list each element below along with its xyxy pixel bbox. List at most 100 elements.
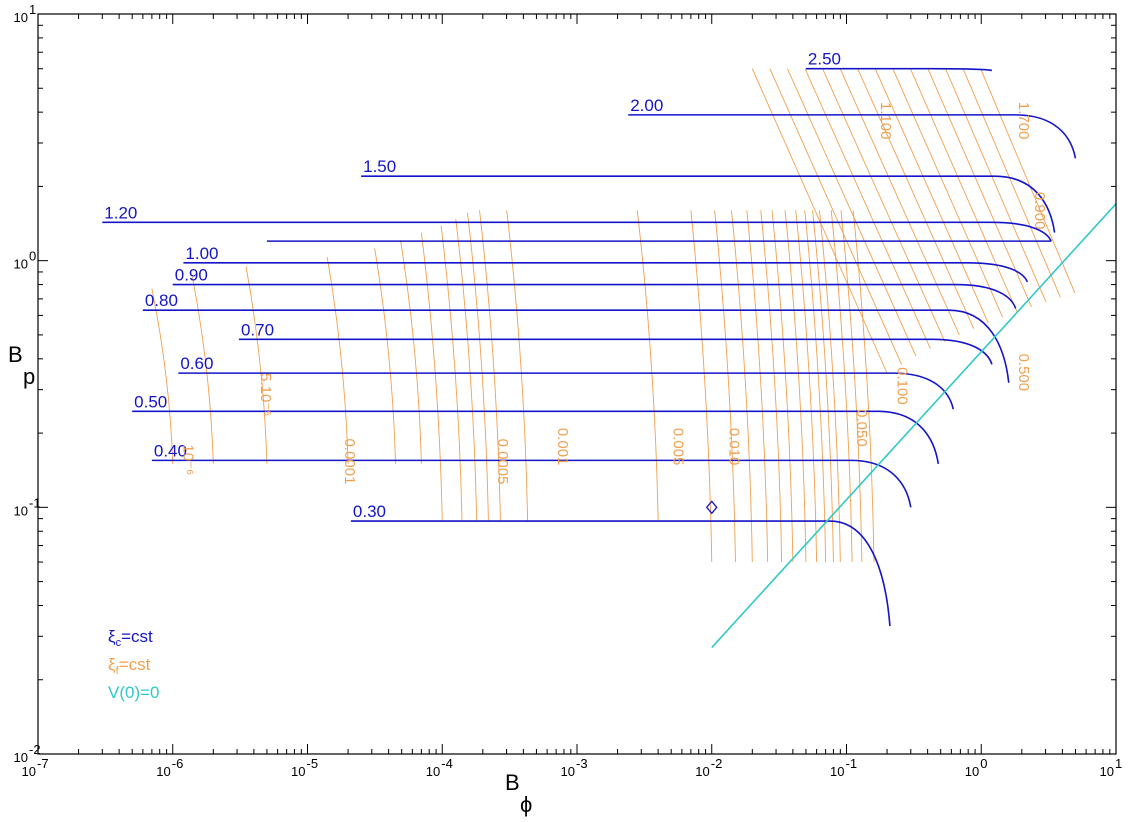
xi-c-label: 2.50 [808, 50, 841, 69]
y-tick-exponent: 1 [29, 2, 36, 17]
xi-f-label: 0.005 [669, 428, 686, 466]
xi-f-contours [151, 68, 1076, 563]
xi-f-curve [874, 68, 989, 323]
xi-c-label: 0.90 [175, 266, 208, 285]
x-tick-exponent: -6 [172, 756, 184, 771]
xi-f-curve [690, 210, 713, 563]
xi-c-label: 2.00 [630, 96, 663, 115]
xi-f-curve [769, 68, 902, 365]
xi-f-curve [714, 210, 736, 563]
xi-f-curve [819, 210, 841, 563]
xi-f-curve [400, 240, 422, 464]
y-tick-label: 10 [14, 750, 28, 765]
xi-f-curve [909, 68, 1018, 313]
xi-f-curve [852, 210, 875, 563]
xi-c-curve [238, 338, 993, 365]
xi-f-label: 1.700 [1015, 102, 1032, 140]
x-tick-exponent: 1 [1115, 756, 1122, 771]
xi-f-label: 0.010 [725, 428, 742, 466]
xi-f-curve [245, 266, 268, 464]
xi-c-curve [172, 283, 1017, 309]
xi-f-label: 5.10⁻⁵ [257, 373, 274, 416]
xi-f-curve [784, 210, 807, 563]
v0-curve [711, 203, 1117, 649]
xi-f-curve [804, 210, 827, 563]
x-tick-exponent: -2 [711, 756, 723, 771]
y-tick-exponent: -1 [29, 495, 41, 510]
y-tick-label: 10 [14, 10, 28, 25]
x-axis-label: B [505, 770, 520, 795]
xi-f-curve [787, 68, 917, 357]
x-tick-label: 10 [561, 764, 575, 779]
xi-f-label: 0.050 [853, 409, 870, 447]
xi-c-curve [350, 520, 891, 627]
xi-f-curve [479, 210, 501, 522]
xi-c-contours [102, 67, 1077, 627]
y-tick-label: 10 [14, 257, 28, 272]
legend-entry: ξf=cst [108, 655, 151, 677]
plot-frame [37, 13, 1117, 755]
xi-f-curve [730, 210, 753, 563]
xi-f-curve [892, 68, 1004, 318]
xi-f-curve [751, 68, 888, 374]
xi-f-curve [636, 210, 659, 522]
xi-f-curve [151, 288, 174, 464]
xi-f-curve [760, 210, 783, 563]
xi-c-label: 0.40 [154, 441, 187, 460]
x-axis-label-sub: ϕ [520, 792, 532, 817]
xi-c-label: 1.00 [185, 244, 218, 263]
y-tick-label: 10 [14, 503, 28, 518]
xi-c-label: 1.20 [104, 203, 137, 222]
xi-c-curve [628, 114, 1077, 159]
xi-c-curve [142, 309, 1010, 383]
xi-f-curve [455, 219, 478, 522]
xi-f-curve [795, 210, 818, 563]
x-tick-exponent: -1 [846, 756, 858, 771]
x-tick-label: 10 [1100, 764, 1114, 779]
xi-f-curve [326, 257, 349, 464]
x-tick-label: 10 [830, 764, 844, 779]
x-tick-label: 10 [156, 764, 170, 779]
xi-c-curve [183, 262, 1029, 283]
x-tick-label: 10 [965, 764, 979, 779]
xi-c-label: 0.80 [145, 291, 178, 310]
x-tick-label: 10 [695, 764, 709, 779]
legend: ξc=cst ξf=cst V(0)=0 [108, 627, 160, 702]
xi-c-curve [178, 372, 955, 410]
contour-labels: 2.50 2.00 1.50 1.20 1.00 0.90 0.80 0.70 0.60 0.50… [104, 50, 1048, 521]
xi-c-curve [805, 67, 993, 72]
xi-f-curve [980, 68, 1076, 294]
legend-entry: ξc=cst [108, 627, 153, 649]
xi-f-curve [746, 210, 769, 563]
y-axis-label: B [8, 342, 23, 367]
xi-c-label: 0.60 [180, 354, 213, 373]
xi-f-curve [945, 68, 1047, 303]
xi-c-label: 0.70 [241, 320, 274, 339]
xi-f-curve [420, 232, 443, 522]
y-tick-exponent: 0 [29, 249, 36, 264]
xi-f-curve [771, 210, 794, 563]
xi-f-label: 0.0005 [494, 439, 511, 485]
y-axis-label-sub: p [23, 364, 35, 389]
xi-f-label: 0.900 [1031, 192, 1048, 230]
xi-f-label: 0.500 [1015, 354, 1032, 392]
legend-entry: V(0)=0 [108, 683, 160, 702]
xi-f-label: 1.100 [877, 102, 894, 140]
xi-f-curve [839, 68, 960, 336]
plot-area-frame [37, 13, 1117, 755]
x-tick-label: 10 [291, 764, 305, 779]
v0-line [711, 203, 1117, 649]
xi-c-curve [151, 459, 912, 508]
x-tick-label: 10 [22, 764, 36, 779]
xi-c-curve [102, 221, 1052, 242]
xi-f-curve [927, 68, 1032, 307]
x-tick-exponent: 0 [980, 756, 987, 771]
xi-f-label: 10⁻⁶ [179, 444, 196, 475]
xi-f-label: 0.001 [554, 428, 571, 466]
xi-f-curve [857, 68, 975, 329]
xi-f-curve [962, 68, 1061, 298]
xi-c-label: 1.50 [363, 157, 396, 176]
xi-c-curve [361, 175, 1056, 233]
xi-f-curve [840, 210, 863, 563]
